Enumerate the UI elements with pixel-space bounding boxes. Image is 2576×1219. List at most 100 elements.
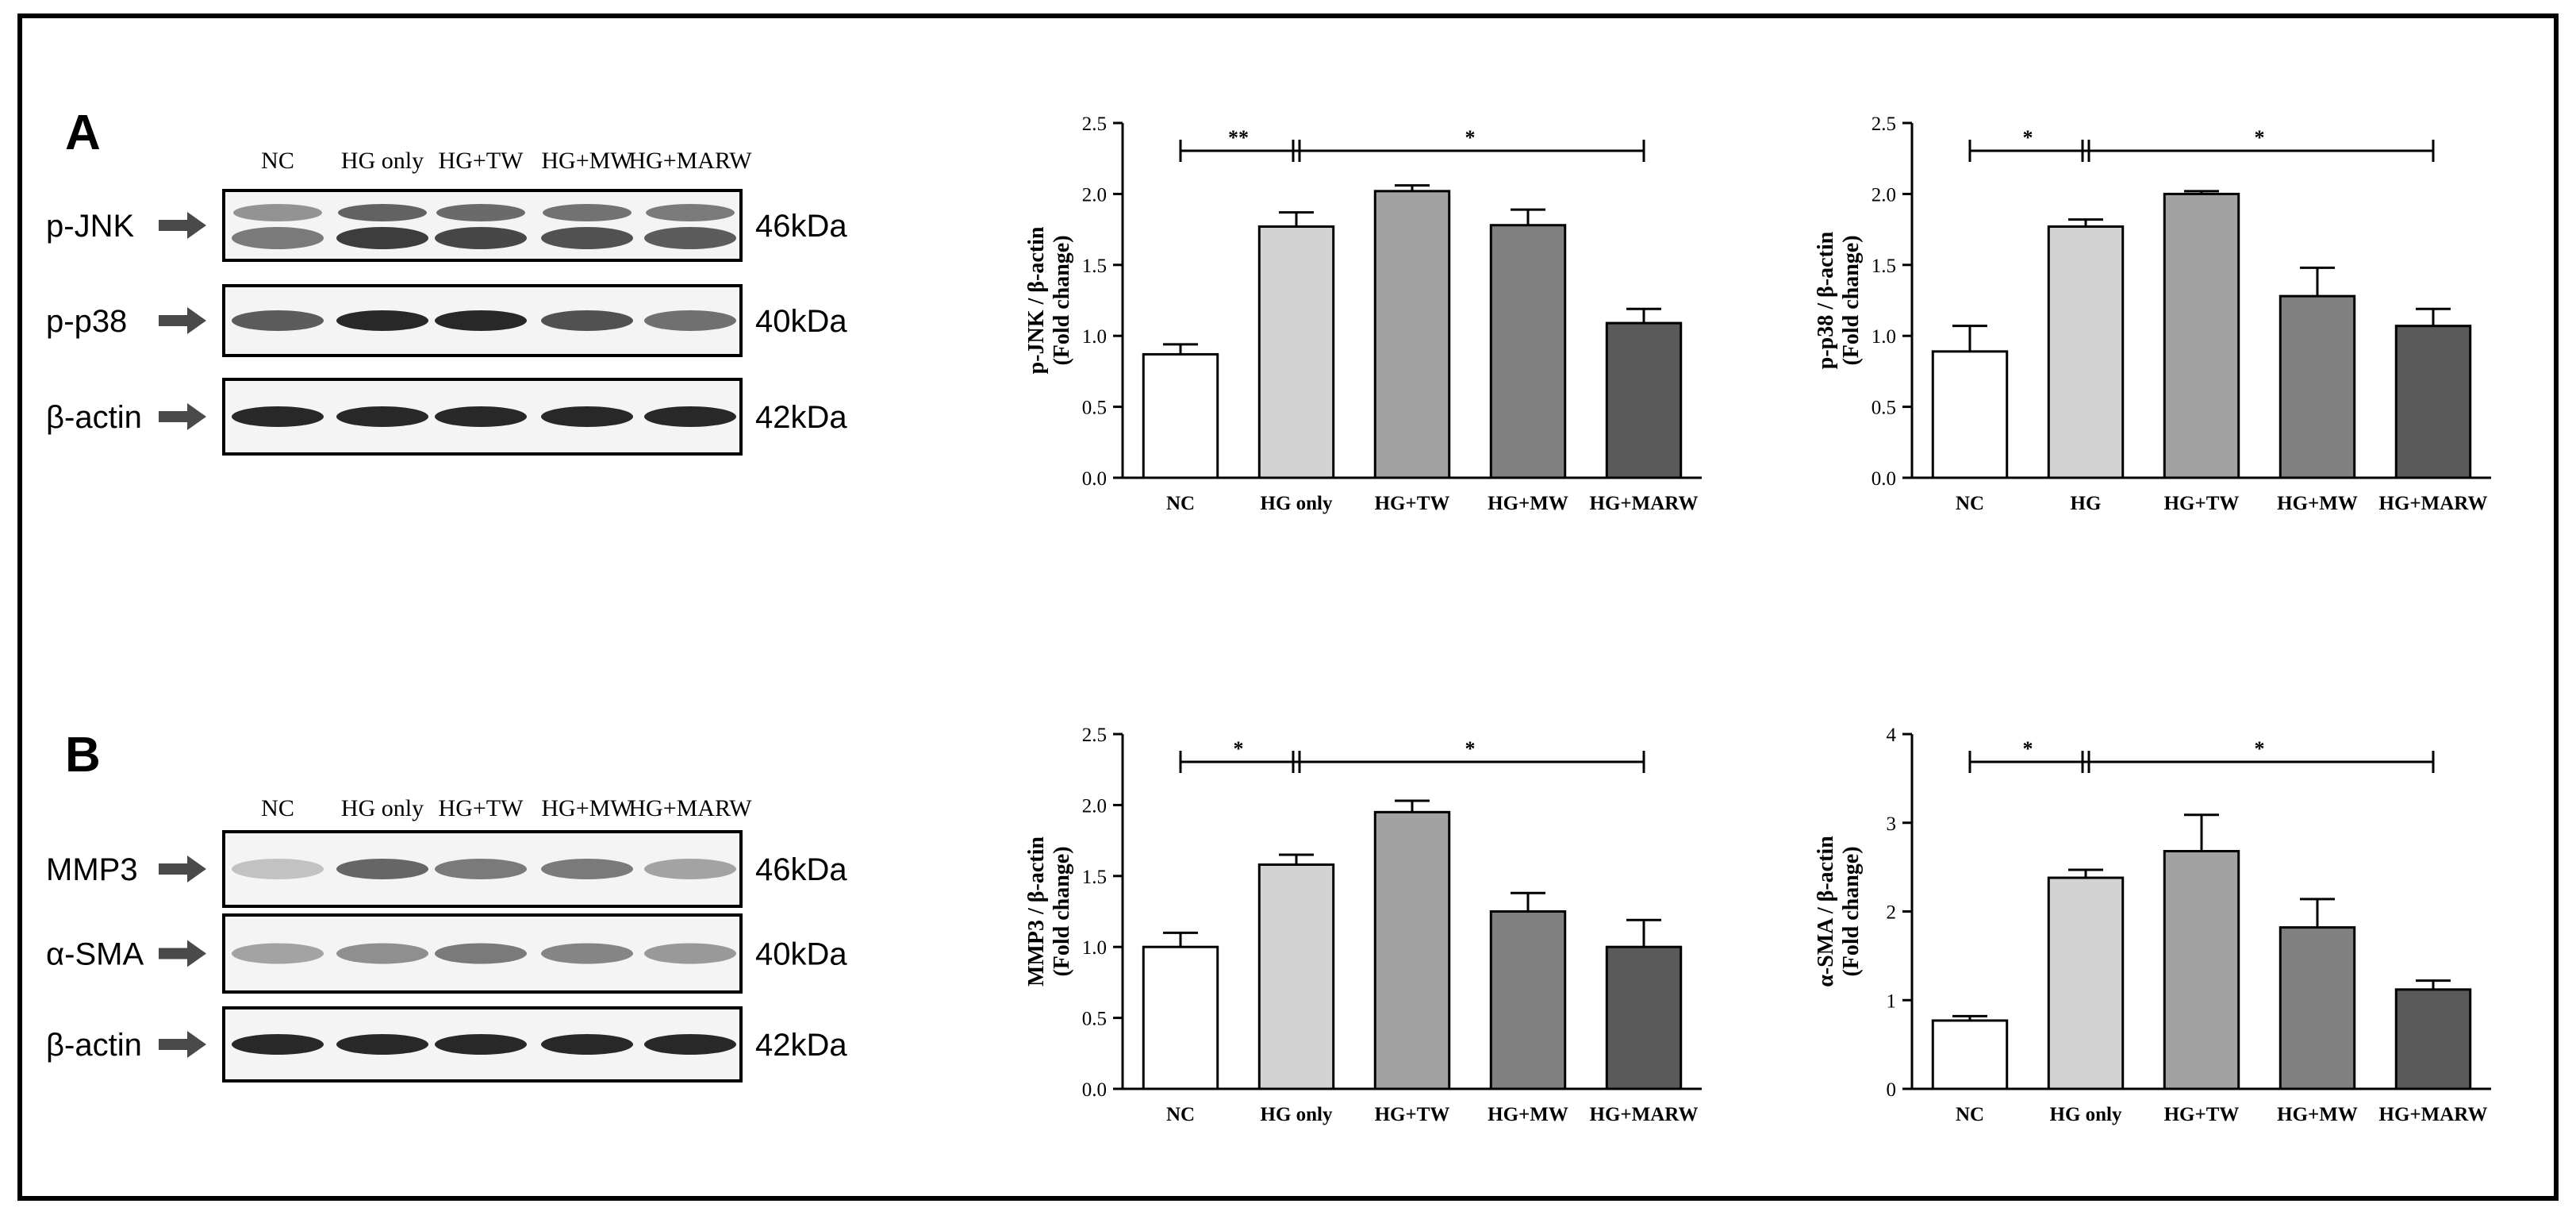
x-tick-label: NC [1166,1104,1195,1125]
x-tick-label: HG+MARW [2379,1104,2488,1125]
blot-band [436,204,525,221]
blot-band [336,859,428,879]
blot-kda-label: 46kDa [755,209,847,244]
x-tick-label: HG [2071,493,2102,514]
significance-marker: * [1234,737,1244,760]
y-axis-title-line: MMP3 / β-actin [1024,836,1049,986]
blot-row: p-p38 40kDa [46,284,847,357]
blot-row: α-SMA 40kDa [46,913,847,994]
blot-protein-label: α-SMA [46,937,144,972]
blot-band [644,310,736,331]
blot-row: p-JNK 46kDa [46,189,847,262]
y-tick-label: 1.5 [1082,256,1107,277]
blot-kda-label: 42kDa [755,400,847,435]
bar [2394,325,2472,479]
y-tick-label: 0 [1887,1079,1897,1101]
blot-band [435,943,527,964]
x-tick-label: HG+TW [2164,493,2240,514]
bar-chart-3: 0.0 0.5 1.0 1.5 2.0 2.5 MMP3 / β-actin(Fold ch… [1024,725,1702,1125]
y-tick-label: 1 [1887,990,1897,1012]
bar-chart-1: 0.0 0.5 1.0 1.5 2.0 2.5 p-JNK / β-actin(Fold c… [1024,113,1702,514]
bar [2163,192,2240,479]
x-tick-label: HG+TW [1375,1104,1450,1125]
blot-band [338,204,427,221]
lane-label: HG only [341,148,424,174]
bar [2163,850,2240,1090]
blot-band [435,227,527,249]
blot-kda-label: 40kDa [755,304,847,339]
bar [2278,294,2356,479]
y-axis-title-line: (Fold change) [1839,846,1864,976]
y-axis-title-line: α-SMA / β-actin [1814,836,1838,987]
y-tick-label: 0.0 [1082,1079,1107,1101]
y-tick-label: 0.0 [1082,468,1107,490]
y-tick-label: 0.5 [1872,398,1896,419]
bar [1931,1019,2009,1090]
bar [1489,224,1567,479]
y-axis-title: p-p38 / β-actin(Fold change) [1814,231,1864,369]
blot-band [644,406,736,427]
significance-marker: * [2023,737,2033,760]
x-tick-label: NC [1956,493,1984,514]
panel-letter: A [65,106,101,160]
blot-protein-label: β-actin [46,400,142,435]
arrow-right-icon [159,212,206,239]
significance-marker: * [2023,126,2033,149]
blot-kda-label: 40kDa [755,937,847,972]
bar [1489,910,1567,1090]
arrow-right-icon [159,940,206,967]
blot-kda-label: 46kDa [755,852,847,887]
bar [2394,988,2472,1090]
blot-band [541,310,633,331]
x-tick-label: HG+MARW [1590,493,1699,514]
lane-label: HG+TW [439,148,524,174]
blot-frame [222,189,743,262]
x-tick-label: HG+MW [1488,493,1568,514]
y-tick-label: 2.0 [1872,184,1896,206]
x-tick-label: NC [1956,1104,1984,1125]
y-tick-label: 2.5 [1082,725,1107,746]
blot-protein-label: MMP3 [46,852,138,887]
lane-label: HG+TW [439,795,524,821]
panel-letter: B [65,728,101,783]
blot-band [644,859,736,879]
blot-band [232,406,324,427]
y-axis-title: p-JNK / β-actin(Fold change) [1024,226,1074,374]
bar-chart-4: 0 1 2 3 4 α-SMA / β-actin(Fold change) NC HG on… [1814,725,2491,1125]
x-tick-label: HG+MW [2277,493,2358,514]
bar [1373,810,1451,1090]
bar [2047,225,2125,479]
blot-band [644,1034,736,1055]
lane-label: HG+MW [541,795,633,821]
blot-band [541,227,633,249]
blot-band [232,859,324,879]
blot-band [435,406,527,427]
lane-label: HG only [341,795,424,821]
bar [1142,352,1219,479]
significance-marker: * [2255,737,2265,760]
blot-band [541,943,633,964]
blot-row: β-actin 42kDa [46,1006,847,1082]
bar-chart-2: 0.0 0.5 1.0 1.5 2.0 2.5 p-p38 / β-actin(Fold c… [1814,113,2491,514]
lane-label: NC [261,148,294,174]
arrow-right-icon [159,1031,206,1058]
bar [1373,190,1451,479]
x-tick-label: HG+MARW [1590,1104,1699,1125]
blot-band [435,310,527,331]
blot-band [644,943,736,964]
arrow-right-icon [159,856,206,883]
y-tick-label: 0.5 [1082,398,1107,419]
blot-band [336,406,428,427]
blot-protein-label: β-actin [46,1028,142,1063]
y-tick-label: 1.0 [1082,937,1107,959]
bar [2047,876,2125,1090]
y-tick-label: 1.0 [1872,326,1896,348]
significance-marker: * [2255,126,2265,149]
bar [2278,926,2356,1090]
x-tick-label: HG+MW [2277,1104,2358,1125]
blot-band [336,310,428,331]
arrow-right-icon [159,403,206,430]
x-tick-label: HG only [1261,493,1333,514]
